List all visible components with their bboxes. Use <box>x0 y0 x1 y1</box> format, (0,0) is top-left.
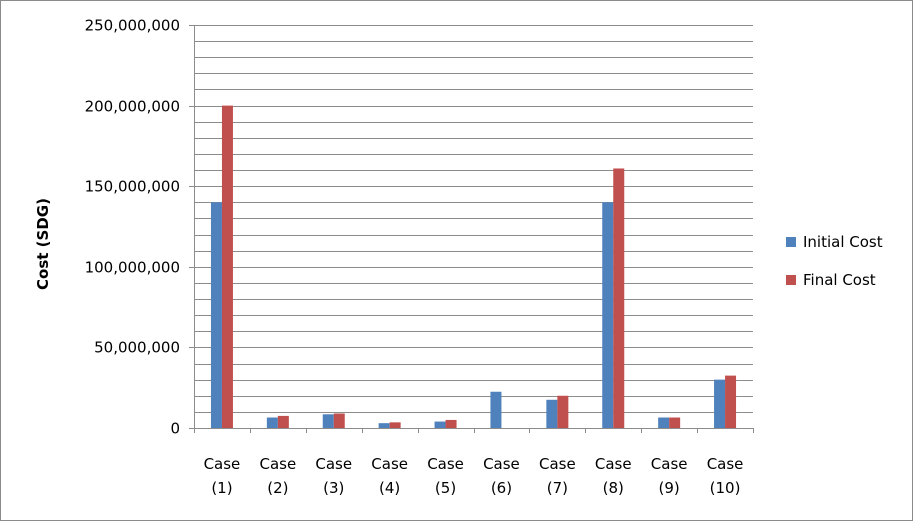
bar-initial-cost <box>714 379 726 428</box>
legend-label: Initial Cost <box>803 233 883 251</box>
x-tick-label: Case (8) <box>595 455 632 497</box>
x-tick-label: Case (7) <box>539 455 576 497</box>
x-tick-label: Case (9) <box>651 455 688 497</box>
axes <box>189 25 754 433</box>
bars <box>210 105 737 428</box>
bar-final-cost <box>613 168 625 428</box>
x-tick-label: Case (6) <box>483 455 520 497</box>
y-axis-label: Cost (SDG) <box>34 198 52 290</box>
bar-final-cost <box>445 419 457 428</box>
x-tick-label: Case (2) <box>259 455 296 497</box>
legend-swatch <box>786 275 796 285</box>
legend-swatch <box>786 237 796 247</box>
bar-final-cost <box>389 422 401 428</box>
y-tick-label: 200,000,000 <box>85 98 180 116</box>
y-tick-label: 250,000,000 <box>85 17 180 35</box>
gridlines <box>194 25 753 413</box>
bar-initial-cost <box>658 417 670 428</box>
bar-final-cost <box>277 415 289 428</box>
x-tick-label: Case (10) <box>707 455 744 497</box>
legend-label: Final Cost <box>803 271 876 289</box>
y-tick-labels: 0 50,000,000 100,000,000 150,000,000 200,000… <box>85 17 180 438</box>
bar-initial-cost <box>490 391 502 428</box>
x-tick-labels: Case (1) Case (2) Case (3) Case (4) Case (5) Case(… <box>204 455 744 497</box>
bar-initial-cost <box>434 421 446 428</box>
y-tick-label: 50,000,000 <box>94 339 180 357</box>
bar-initial-cost <box>602 202 614 428</box>
y-tick-label: 0 <box>170 420 180 438</box>
bar-initial-cost <box>322 414 334 428</box>
x-tick-label: Case (4) <box>371 455 408 497</box>
x-tick-label: Case (5) <box>427 455 464 497</box>
bar-final-cost <box>669 417 681 428</box>
bar-final-cost <box>333 413 345 428</box>
bar-final-cost <box>725 375 737 428</box>
bar-initial-cost <box>546 399 558 428</box>
y-tick-label: 100,000,000 <box>85 259 180 277</box>
bar-final-cost <box>557 395 569 428</box>
bar-initial-cost <box>210 202 222 428</box>
legend: Initial Cost Final Cost <box>786 233 883 289</box>
bar-initial-cost <box>266 417 278 428</box>
y-tick-label: 150,000,000 <box>85 178 180 196</box>
x-tick-label: Case (3) <box>315 455 352 497</box>
bar-final-cost <box>221 105 233 428</box>
bar-initial-cost <box>378 423 390 428</box>
x-tick-label: Case (1) <box>204 455 241 497</box>
